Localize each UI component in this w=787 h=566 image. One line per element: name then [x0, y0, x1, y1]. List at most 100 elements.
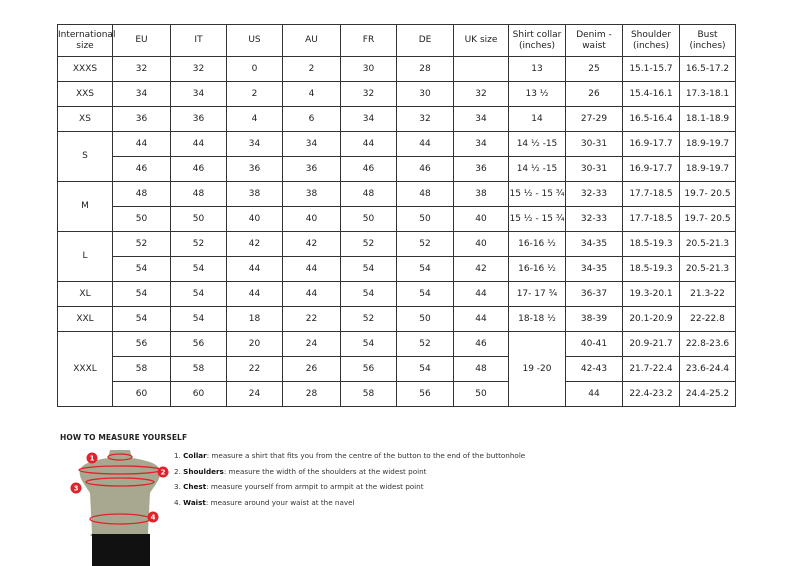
- table-cell: 42-43: [565, 356, 623, 382]
- table-cell: 34: [453, 131, 509, 157]
- table-row: XXXL 56 56 20 24 54 52 46 19 -20 40-41 20.9-21.7 22…: [57, 331, 736, 407]
- marker-2-icon: [157, 466, 169, 478]
- marker-4: 4: [151, 514, 156, 522]
- table-cell: 36: [282, 156, 341, 182]
- marker-3: 3: [74, 485, 79, 493]
- table-cell: 34-35: [565, 256, 623, 282]
- table-cell: 48: [112, 181, 171, 207]
- table-cell: 54: [396, 256, 454, 282]
- table-cell: 20: [226, 331, 283, 357]
- column-header: UK size: [453, 24, 509, 57]
- table-cell: 48: [453, 356, 509, 382]
- table-cell: 52: [396, 231, 454, 257]
- step-chest: 3. Chest: measure yourself from armpit t…: [174, 482, 525, 498]
- table-cell: 13 ½: [508, 81, 566, 107]
- table-cell: 26: [565, 81, 623, 107]
- step-text: : measure around your waist at the navel: [205, 497, 355, 507]
- table-cell: 60: [170, 381, 227, 407]
- table-cell: 52: [112, 231, 171, 257]
- table-cell: 54: [396, 281, 454, 307]
- table-cell: 40: [453, 206, 509, 232]
- table-cell: 17.7-18.5: [622, 181, 680, 207]
- column-header: IT: [170, 24, 227, 57]
- table-cell: 32: [453, 81, 509, 107]
- table-cell: 34: [453, 106, 509, 132]
- table-cell: 54: [112, 281, 171, 307]
- table-cell: 18: [226, 306, 283, 332]
- table-row: 58 58 22 26 56 54 48 42-43 21.7-22.4 23.6-24.4: [58, 356, 736, 382]
- table-cell: 19.7- 20.5: [679, 206, 736, 232]
- table-cell: 44: [453, 281, 509, 307]
- table-cell: 19 -20: [508, 331, 566, 407]
- step-collar: 1. Collar: measure a shirt that fits you…: [174, 451, 525, 467]
- table-cell: 44: [396, 131, 454, 157]
- table-cell: 48: [396, 181, 454, 207]
- step-term: Chest: [183, 482, 207, 491]
- table-cell: 56: [340, 356, 397, 382]
- table-row: XXL 54 54 18 22 52 50 44 18-18 ½ 38-39 20.1-20.9 22…: [57, 306, 736, 332]
- table-cell: 15.1-15.7: [622, 56, 680, 82]
- step-term: Waist: [183, 497, 206, 507]
- table-cell: 52: [340, 306, 397, 332]
- column-header: AU: [282, 24, 341, 57]
- table-cell: 32: [340, 81, 397, 107]
- table-cell: 34: [112, 81, 171, 107]
- table-cell: 36: [453, 156, 509, 182]
- table-cell: 15 ½ - 15 ¾: [508, 181, 566, 207]
- table-row: XS 36 36 4 6 34 32 34 14 27-29 16.5-16.4 18.1-18.9: [57, 106, 736, 132]
- table-cell: 48: [170, 181, 227, 207]
- table-cell: 50: [340, 206, 397, 232]
- table-cell: 2: [226, 81, 283, 107]
- table-cell: 50: [112, 206, 171, 232]
- table-cell: 36: [226, 156, 283, 182]
- table-cell: 20.9-21.7: [622, 331, 680, 357]
- table-cell: 46: [453, 331, 509, 357]
- table-cell: 2: [282, 56, 341, 82]
- table-cell: 50: [170, 206, 227, 232]
- table-cell: 6: [282, 106, 341, 132]
- table-cell: 34: [282, 131, 341, 157]
- table-row: 54 54 44 44 54 54 42 16-16 ½ 34-35 18.5-19.3 20.5-…: [58, 256, 736, 282]
- table-cell: 4: [226, 106, 283, 132]
- table-cell: 40: [282, 206, 341, 232]
- table-cell: 4: [282, 81, 341, 107]
- table-cell: 32: [170, 56, 227, 82]
- table-cell: 28: [282, 381, 341, 407]
- step-term: Shoulders: [183, 466, 224, 476]
- table-cell: 44: [340, 131, 397, 157]
- column-header: Shoulder (inches): [622, 24, 680, 57]
- table-cell: 34: [340, 106, 397, 132]
- column-header: US: [226, 24, 283, 57]
- table-cell: 38: [226, 181, 283, 207]
- table-cell: 34: [226, 131, 283, 157]
- table-cell: 56: [170, 331, 227, 357]
- marker-1-icon: [86, 452, 98, 464]
- table-cell: 22.4-23.2: [622, 381, 680, 407]
- step-number: 3.: [174, 482, 181, 491]
- step-number: 4.: [174, 497, 181, 507]
- table-cell: 19.3-20.1: [622, 281, 680, 307]
- step-shoulders: 2. Shoulders: measure the width of the s…: [174, 467, 525, 483]
- step-text: : measure a shirt that fits you from the…: [206, 451, 526, 460]
- column-header: EU: [112, 24, 171, 57]
- table-cell: 54: [340, 256, 397, 282]
- table-row: L 52 52 42 42 52 52 40 16-16 ½ 34-35 18.5-19.3 20.5…: [57, 231, 736, 282]
- table-cell: 36: [170, 106, 227, 132]
- table-cell: 56: [112, 331, 171, 357]
- torso-figure: 1 2 3 4: [70, 450, 169, 566]
- table-cell: 23.6-24.4: [679, 356, 736, 382]
- marker-3-icon: [70, 482, 82, 494]
- table-cell: 17- 17 ¾: [508, 281, 566, 307]
- table-cell: 38-39: [565, 306, 623, 332]
- table-cell: 30: [396, 81, 454, 107]
- international-size-cell: M: [57, 181, 113, 232]
- table-cell: 32-33: [565, 181, 623, 207]
- table-cell: 54: [340, 331, 397, 357]
- table-cell: 14: [508, 106, 566, 132]
- table-row: XXS 34 34 2 4 32 30 32 13 ½ 26 15.4-16.1 17.3-18.1: [57, 81, 736, 107]
- table-cell: 60: [112, 381, 171, 407]
- table-cell: 54: [396, 356, 454, 382]
- international-size-cell: L: [57, 231, 113, 282]
- table-cell: 40: [453, 231, 509, 257]
- table-cell: 46: [112, 156, 171, 182]
